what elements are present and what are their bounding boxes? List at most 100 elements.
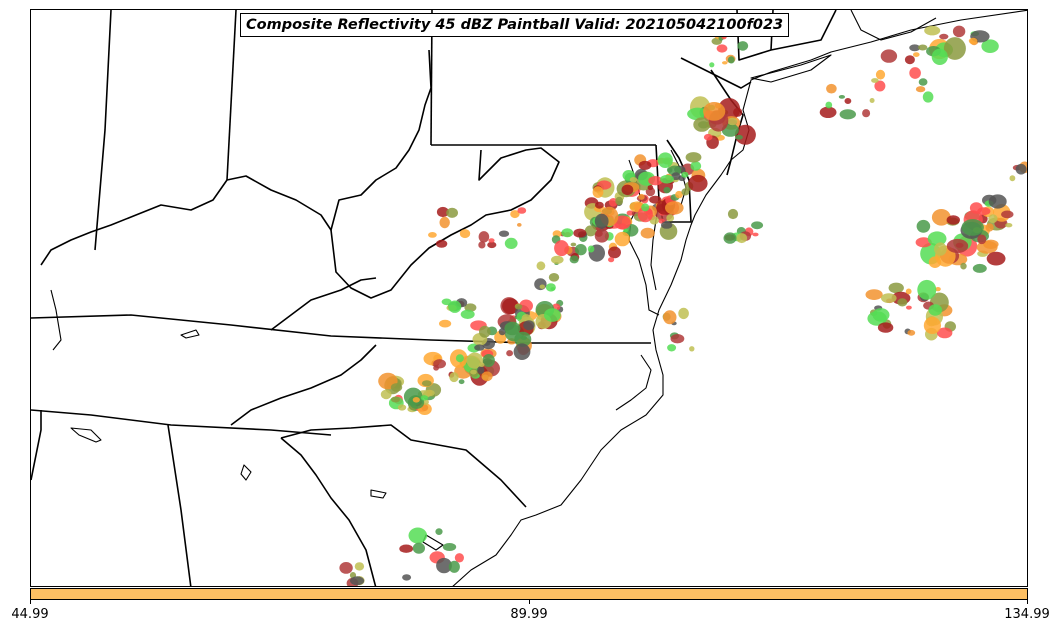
border-ny-nj bbox=[680, 57, 752, 89]
small-lake-1 bbox=[50, 289, 62, 351]
border-ky-tn bbox=[31, 409, 332, 436]
paintball-blob bbox=[477, 366, 485, 374]
paintball-blob bbox=[498, 230, 510, 237]
paintball-blob bbox=[449, 372, 459, 383]
paintball-blob bbox=[865, 289, 883, 300]
paintball-blob bbox=[716, 44, 728, 53]
state-borders bbox=[31, 10, 837, 586]
paintball-blob bbox=[670, 334, 685, 344]
paintball-blob bbox=[441, 298, 452, 306]
paintball-blob bbox=[937, 327, 953, 339]
paintball-blob bbox=[969, 202, 983, 214]
paintball-blob bbox=[844, 98, 852, 104]
paintball-blob bbox=[906, 305, 912, 310]
paintball-blob bbox=[869, 98, 875, 103]
paintball-blob bbox=[514, 331, 532, 347]
paintball-blob bbox=[629, 177, 638, 183]
paintball-blob bbox=[517, 207, 527, 214]
paintball-blob bbox=[544, 308, 561, 322]
paintball-blob bbox=[408, 527, 428, 544]
paintball-blob bbox=[727, 56, 735, 64]
paintball-blob bbox=[504, 237, 518, 249]
paintball-blob bbox=[594, 213, 609, 229]
paintball-blob bbox=[614, 231, 631, 247]
paintball-blob bbox=[939, 33, 949, 40]
paintball-blob bbox=[623, 228, 629, 233]
paintball-blob bbox=[648, 176, 663, 186]
paintball-blob bbox=[931, 209, 951, 226]
paintball-blob bbox=[924, 25, 941, 36]
border-indiana-ohio bbox=[94, 10, 112, 251]
paintball-blob bbox=[972, 263, 987, 273]
paintball-blob bbox=[690, 161, 702, 171]
small-lake-5 bbox=[370, 489, 387, 499]
paintball-blob bbox=[934, 242, 947, 256]
coast-long-island bbox=[750, 54, 832, 83]
paintball-blob bbox=[826, 83, 837, 94]
paintball-blob bbox=[734, 124, 756, 145]
paintball-blob bbox=[693, 117, 711, 132]
paintball-blob bbox=[737, 41, 749, 51]
paintball-blob bbox=[667, 344, 677, 352]
paintball-blob bbox=[478, 241, 486, 249]
border-sc-ga bbox=[280, 437, 377, 586]
paintball-blob bbox=[442, 543, 457, 551]
paintball-blob bbox=[1005, 223, 1013, 228]
paintball-blob bbox=[943, 37, 966, 60]
paintball-blob bbox=[506, 350, 513, 357]
paintball-blob bbox=[423, 389, 435, 397]
paintball-blob bbox=[988, 194, 1007, 209]
paintball-blob bbox=[735, 134, 743, 140]
paintball-blob bbox=[709, 62, 715, 68]
paintball-blob bbox=[637, 206, 653, 223]
paintball-blob bbox=[399, 544, 414, 553]
paintball-blob bbox=[678, 307, 689, 320]
paintball-blob bbox=[880, 49, 898, 63]
paintball-blob bbox=[436, 557, 452, 574]
paintball-blob bbox=[872, 308, 890, 322]
paintball-blob bbox=[458, 379, 465, 385]
paintball-blob bbox=[380, 389, 392, 400]
map-canvas bbox=[31, 10, 1027, 586]
paintball-blob bbox=[584, 225, 597, 237]
paintball-blob bbox=[1009, 175, 1016, 182]
paintball-blob bbox=[986, 251, 1006, 266]
paintball-blob bbox=[482, 354, 495, 367]
paintball-blob bbox=[723, 232, 737, 244]
paintball-blob bbox=[446, 207, 458, 218]
paintball-blob bbox=[595, 201, 604, 209]
paintball-blob bbox=[935, 287, 941, 292]
paintball-blob bbox=[877, 322, 894, 333]
paintball-blob bbox=[983, 239, 999, 249]
paintball-blob bbox=[649, 195, 662, 204]
paintball-blob bbox=[548, 273, 560, 282]
colorbar bbox=[30, 588, 1028, 600]
paintball-blob bbox=[339, 562, 353, 574]
paintball-blob bbox=[350, 576, 365, 586]
coast-atlantic bbox=[452, 10, 1027, 586]
paintball-blob bbox=[403, 387, 423, 406]
map-title: Composite Reflectivity 45 dBZ Paintball … bbox=[240, 13, 790, 37]
paintball-blob bbox=[421, 380, 432, 387]
paintball-blob bbox=[640, 227, 655, 239]
paintball-blob bbox=[539, 284, 545, 289]
paintball-blob bbox=[435, 528, 443, 535]
paintball-blob bbox=[459, 229, 471, 239]
colorbar-tick-label-min: 44.99 bbox=[11, 607, 49, 622]
paintball-blob bbox=[412, 542, 425, 554]
border-tn-ga bbox=[167, 424, 192, 586]
paintball-blob bbox=[722, 61, 728, 65]
paintball-blob bbox=[928, 304, 943, 316]
paintball-blob bbox=[594, 229, 609, 243]
paintball-blob bbox=[752, 232, 759, 237]
paintball-blob bbox=[390, 383, 403, 392]
paintball-blob bbox=[513, 343, 531, 361]
colorbar-tick-mark-2 bbox=[1027, 600, 1028, 604]
paintball-blob bbox=[931, 48, 948, 65]
paintball-blob bbox=[666, 214, 675, 222]
paintball-blob bbox=[839, 109, 856, 120]
paintball-blob bbox=[412, 397, 420, 403]
paintball-blob bbox=[660, 174, 674, 184]
paintball-blob bbox=[733, 107, 743, 117]
paintball-blob bbox=[918, 78, 928, 86]
